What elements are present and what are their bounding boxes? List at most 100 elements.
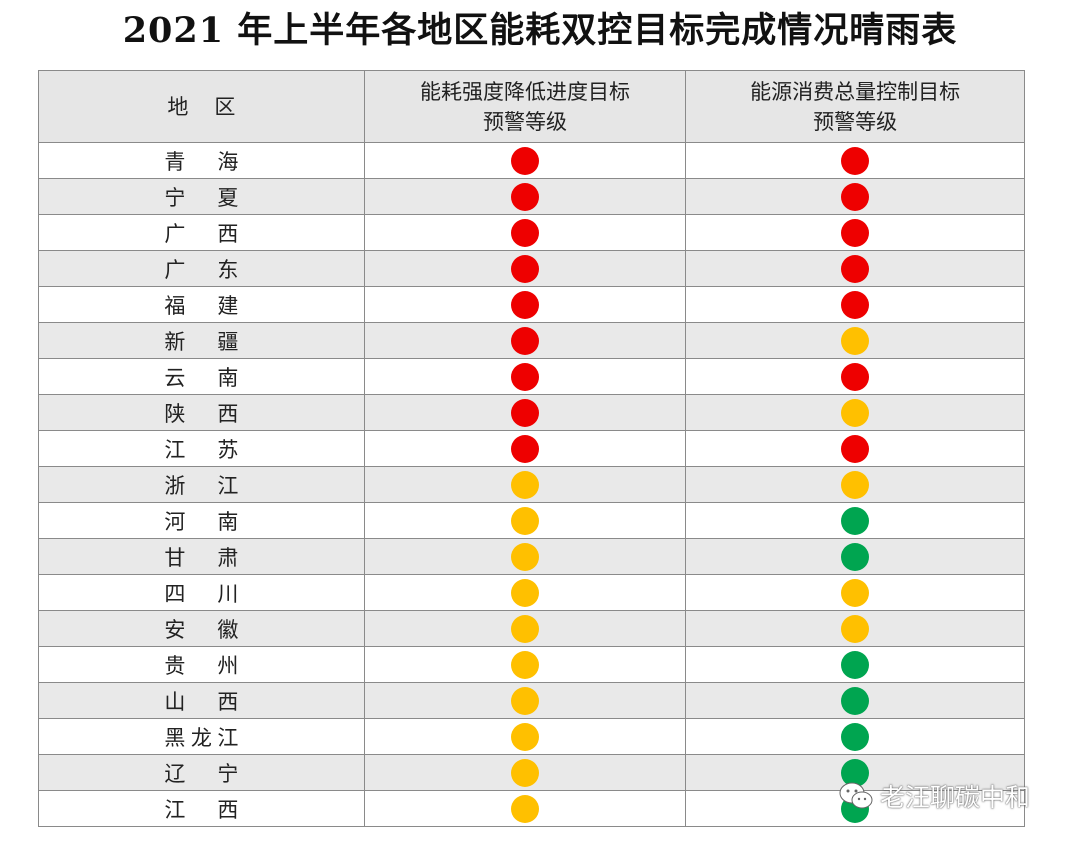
warning-dot xyxy=(841,650,870,679)
table-row: 甘肃 xyxy=(38,538,1025,575)
header-cell: 地区 xyxy=(38,70,365,143)
warning-dot xyxy=(511,254,540,283)
warning-cell xyxy=(685,358,1025,395)
warning-cell xyxy=(685,502,1025,539)
table-row: 广西 xyxy=(38,214,1025,251)
region-name: 安徽 xyxy=(164,617,239,642)
table-row: 贵州 xyxy=(38,646,1025,683)
warning-cell xyxy=(685,718,1025,755)
warning-cell xyxy=(363,466,687,503)
warning-cell xyxy=(363,574,687,611)
table-row: 陕西 xyxy=(38,394,1025,431)
warning-dot xyxy=(841,722,870,751)
region-name: 福建 xyxy=(164,293,239,318)
warning-dot xyxy=(511,398,540,427)
warning-dot xyxy=(511,686,540,715)
region-cell: 黑龙江 xyxy=(38,718,365,755)
header-cell: 能耗强度降低进度目标 预警等级 xyxy=(363,70,687,143)
warning-cell xyxy=(363,142,687,179)
warning-cell xyxy=(685,430,1025,467)
warning-dot xyxy=(511,470,540,499)
warning-cell xyxy=(363,718,687,755)
warning-dot xyxy=(841,362,870,391)
warning-cell xyxy=(685,250,1025,287)
region-cell: 新疆 xyxy=(38,322,365,359)
warning-cell xyxy=(363,250,687,287)
region-cell: 福建 xyxy=(38,286,365,323)
warning-cell xyxy=(363,430,687,467)
warning-dot xyxy=(841,434,870,463)
warning-cell xyxy=(685,574,1025,611)
header-line: 预警等级 xyxy=(813,109,898,134)
warning-dot xyxy=(511,758,540,787)
warning-dot xyxy=(841,182,870,211)
warning-dot xyxy=(841,758,870,787)
table-row: 安徽 xyxy=(38,610,1025,647)
region-cell: 广东 xyxy=(38,250,365,287)
table-row: 广东 xyxy=(38,250,1025,287)
region-cell: 安徽 xyxy=(38,610,365,647)
header-line: 能源消费总量控制目标 xyxy=(750,79,961,104)
wechat-icon xyxy=(839,782,873,809)
warning-cell xyxy=(363,358,687,395)
table-row: 河南 xyxy=(38,502,1025,539)
warning-dot xyxy=(841,542,870,571)
region-name: 江西 xyxy=(164,797,239,822)
watermark-text: 老汪聊碳中和 xyxy=(880,783,1031,812)
region-name: 广东 xyxy=(164,257,239,282)
warning-dot xyxy=(511,362,540,391)
warning-cell xyxy=(685,394,1025,431)
region-name: 新疆 xyxy=(164,329,239,354)
region-name: 四川 xyxy=(164,581,239,606)
warning-dot xyxy=(841,290,870,319)
table-row: 江西 xyxy=(38,790,1025,827)
table-row: 宁夏 xyxy=(38,178,1025,215)
warning-cell xyxy=(685,538,1025,575)
region-cell: 广西 xyxy=(38,214,365,251)
warning-dot xyxy=(841,218,870,247)
warning-cell xyxy=(363,394,687,431)
title: 2021 年上半年各地区能耗双控目标完成情况晴雨表 xyxy=(122,10,958,51)
region-cell: 浙江 xyxy=(38,466,365,503)
table-row: 山西 xyxy=(38,682,1025,719)
region-name: 广西 xyxy=(164,221,239,246)
warning-dot xyxy=(511,542,540,571)
warning-dot xyxy=(511,146,540,175)
warning-cell xyxy=(685,610,1025,647)
region-cell: 青海 xyxy=(38,142,365,179)
region-cell: 宁夏 xyxy=(38,178,365,215)
warning-cell xyxy=(685,178,1025,215)
region-name: 河南 xyxy=(164,509,239,534)
warning-cell xyxy=(363,214,687,251)
region-cell: 贵州 xyxy=(38,646,365,683)
warning-dot xyxy=(841,614,870,643)
warning-dot xyxy=(511,434,540,463)
table-row: 云南 xyxy=(38,358,1025,395)
warning-dot xyxy=(841,686,870,715)
warning-cell xyxy=(363,682,687,719)
warning-dot xyxy=(511,218,540,247)
table-row: 新疆 xyxy=(38,322,1025,359)
warning-dot xyxy=(511,290,540,319)
warning-dot xyxy=(841,326,870,355)
warning-cell xyxy=(685,646,1025,683)
warning-cell xyxy=(363,322,687,359)
warning-cell xyxy=(685,142,1025,179)
region-cell: 河南 xyxy=(38,502,365,539)
warning-cell xyxy=(363,502,687,539)
watermark: 老汪聊碳中和 xyxy=(838,778,1030,814)
region-name: 浙江 xyxy=(164,473,239,498)
region-name: 甘肃 xyxy=(164,545,239,570)
header-cell: 能源消费总量控制目标 预警等级 xyxy=(685,70,1025,143)
table-body: 青海 宁夏 广西 广东 福建 新疆 云南 陕西 江苏 浙江 河南 甘肃 四川 安徽 贵州 山西 黑龙江 辽宁 江西 xyxy=(38,142,1025,827)
warning-cell xyxy=(363,646,687,683)
warning-cell xyxy=(685,466,1025,503)
warning-dot xyxy=(841,506,870,535)
region-cell: 江西 xyxy=(38,790,365,827)
table-row: 江苏 xyxy=(38,430,1025,467)
table: 地区 能耗强度降低进度目标 预警等级 能源消费总量控制目标 预警等级 青海 宁夏 广西 广东福… xyxy=(38,70,1025,827)
region-cell: 陕西 xyxy=(38,394,365,431)
region-name: 江苏 xyxy=(164,437,239,462)
warning-dot xyxy=(841,578,870,607)
warning-cell xyxy=(363,538,687,575)
